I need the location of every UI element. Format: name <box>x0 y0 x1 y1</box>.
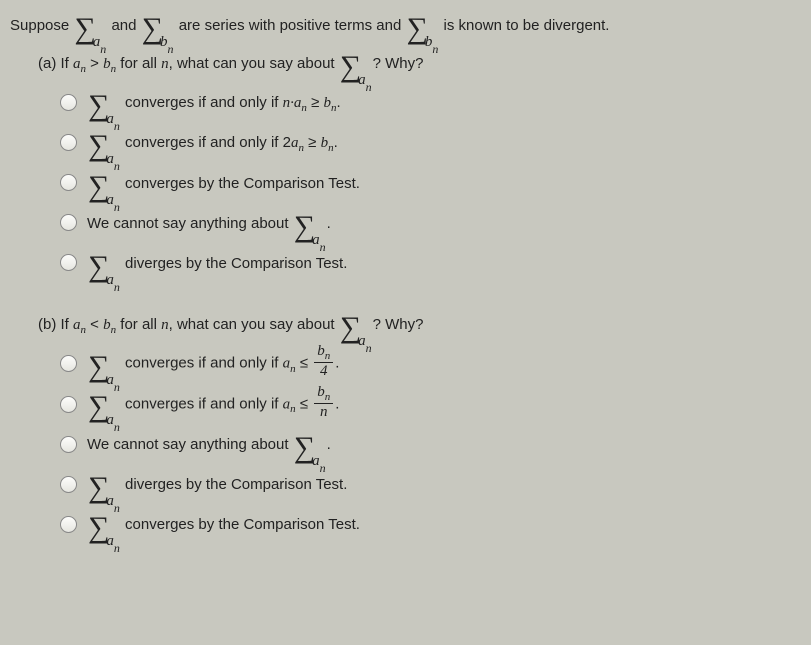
radio-icon[interactable] <box>60 254 77 271</box>
text: and <box>111 17 136 34</box>
option-text: We cannot say anything about ∑an. <box>87 429 331 459</box>
part-b-question: (b) If an < bn for all n, what can you s… <box>38 309 801 340</box>
radio-icon[interactable] <box>60 476 77 493</box>
part-a-question: (a) If an > bn for all n, what can you s… <box>38 48 801 79</box>
part-b-options: ∑an converges if and only if an ≤ bn4. ∑… <box>60 345 801 542</box>
radio-icon[interactable] <box>60 396 77 413</box>
option-text: ∑an diverges by the Comparison Test. <box>87 248 347 278</box>
part-a-options: ∑an converges if and only if n·an ≥ bn. … <box>60 85 801 281</box>
option-text: ∑an converges if and only if an ≤ bn4. <box>87 345 339 382</box>
option-text: ∑an converges by the Comparison Test. <box>87 509 360 539</box>
option-b2[interactable]: ∑an converges if and only if an ≤ bnn. <box>60 386 801 423</box>
option-a4[interactable]: We cannot say anything about ∑an. <box>60 205 801 241</box>
option-text: ∑an converges if and only if 2an ≥ bn. <box>87 127 338 158</box>
text: (b) If <box>38 316 73 333</box>
option-a2[interactable]: ∑an converges if and only if 2an ≥ bn. <box>60 125 801 161</box>
option-b1[interactable]: ∑an converges if and only if an ≤ bn4. <box>60 345 801 382</box>
option-text: ∑an converges if and only if n·an ≥ bn. <box>87 87 341 118</box>
option-text: ∑an diverges by the Comparison Test. <box>87 469 347 499</box>
option-b4[interactable]: ∑an diverges by the Comparison Test. <box>60 467 801 503</box>
option-b3[interactable]: We cannot say anything about ∑an. <box>60 427 801 463</box>
intro-line: Suppose ∑an and ∑bn are series with posi… <box>10 10 801 40</box>
sigma-a-q: ∑an <box>340 56 372 86</box>
option-text: ∑an converges by the Comparison Test. <box>87 168 360 198</box>
radio-icon[interactable] <box>60 174 77 191</box>
option-text: We cannot say anything about ∑an. <box>87 208 331 238</box>
option-b5[interactable]: ∑an converges by the Comparison Test. <box>60 507 801 543</box>
radio-icon[interactable] <box>60 94 77 111</box>
option-a1[interactable]: ∑an converges if and only if n·an ≥ bn. <box>60 85 801 121</box>
sigma-b: ∑bn <box>142 18 174 48</box>
radio-icon[interactable] <box>60 214 77 231</box>
text: (a) If <box>38 55 73 72</box>
option-a3[interactable]: ∑an converges by the Comparison Test. <box>60 165 801 201</box>
text: are series with positive terms and <box>179 17 402 34</box>
text: is known to be divergent. <box>444 17 610 34</box>
radio-icon[interactable] <box>60 355 77 372</box>
sigma-a-qb: ∑an <box>340 317 372 347</box>
text: Suppose <box>10 17 69 34</box>
radio-icon[interactable] <box>60 436 77 453</box>
radio-icon[interactable] <box>60 516 77 533</box>
sigma-a: ∑an <box>74 18 106 48</box>
option-a5[interactable]: ∑an diverges by the Comparison Test. <box>60 245 801 281</box>
sigma-b-2: ∑bn <box>406 18 438 48</box>
radio-icon[interactable] <box>60 134 77 151</box>
option-text: ∑an converges if and only if an ≤ bnn. <box>87 386 339 423</box>
question-page: Suppose ∑an and ∑bn are series with posi… <box>0 0 811 557</box>
